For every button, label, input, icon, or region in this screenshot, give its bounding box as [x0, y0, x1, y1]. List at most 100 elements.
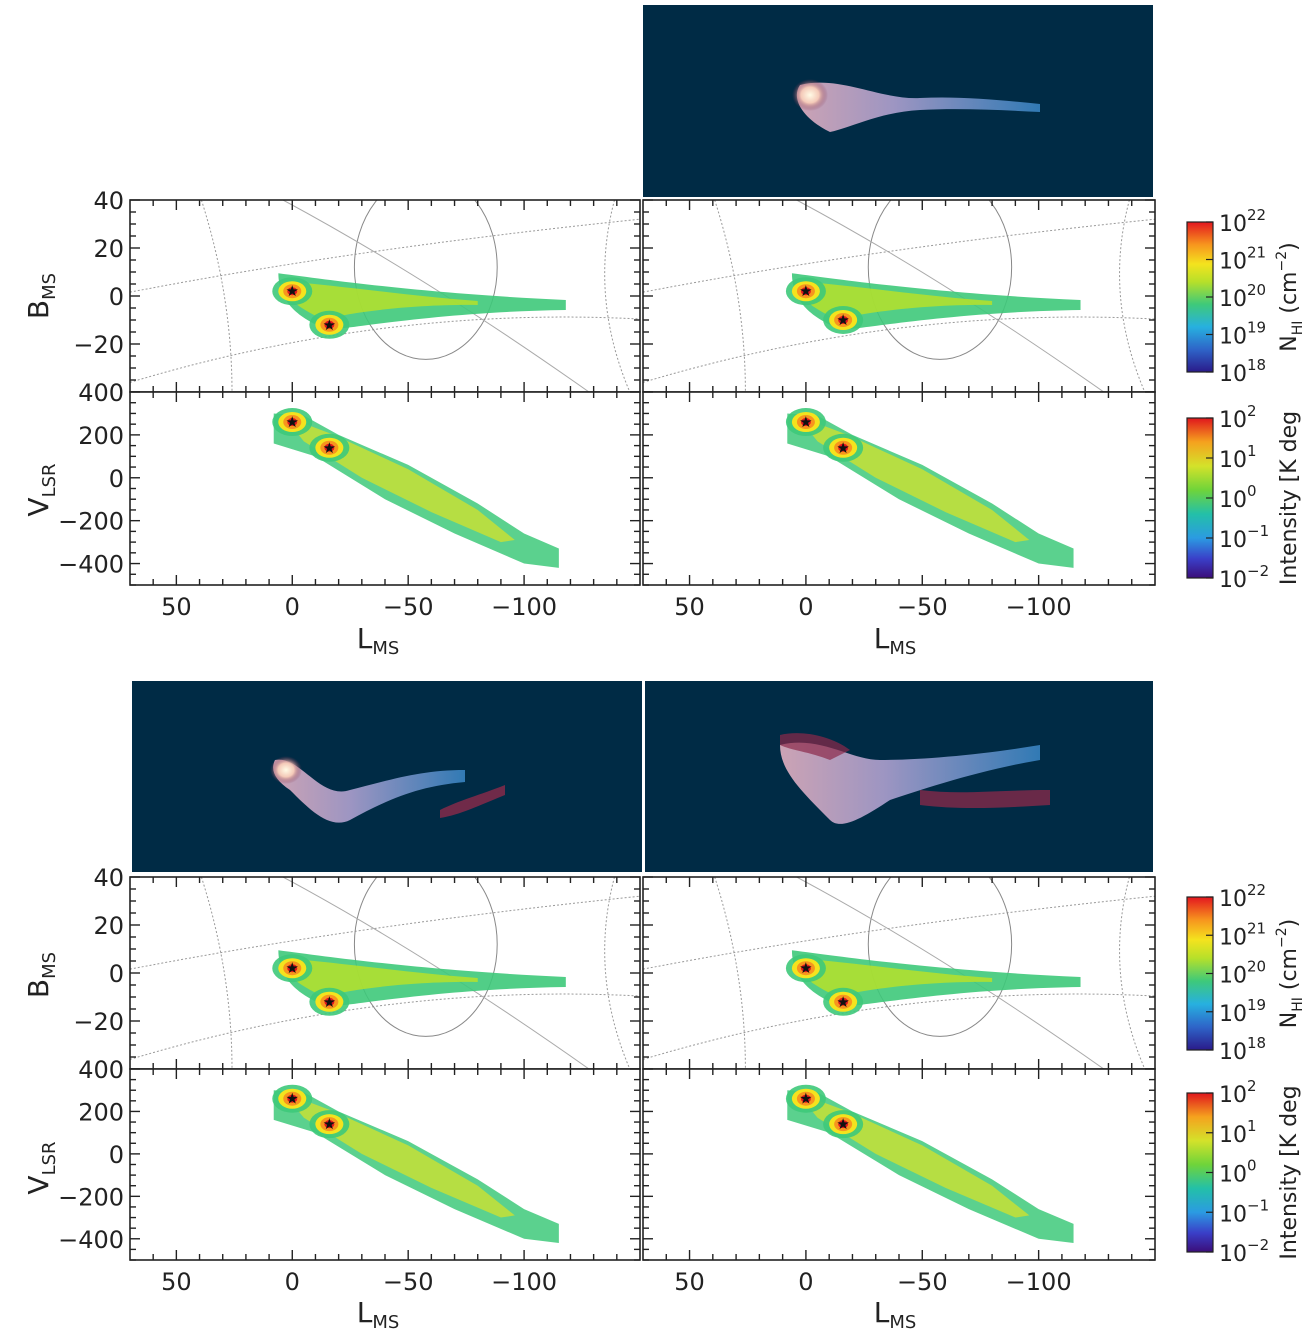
star-marker: ★	[836, 311, 849, 329]
tick-marks	[130, 1068, 640, 1261]
ylabel-v-top: VLSR	[22, 463, 60, 516]
panel-bms-heatmap: ★ ★ 40 20 0 −20	[73, 187, 641, 393]
svg-text:VLSR: VLSR	[22, 1141, 60, 1194]
colorbar-tick-label: 100	[1219, 1157, 1257, 1188]
star-marker: ★	[799, 282, 812, 300]
star-marker: ★	[799, 1090, 812, 1108]
colorbar-tick-label: 10−2	[1219, 562, 1269, 593]
coordinate-grid	[643, 200, 1155, 392]
sky-image-bottom-left	[132, 681, 642, 872]
emission-stream	[278, 273, 566, 330]
colorbar-tick-label: 1022	[1219, 206, 1266, 237]
panel-vlsr-heatmap: ★ ★ 50 0 −50 −100	[642, 1068, 1156, 1296]
star-marker: ★	[286, 282, 299, 300]
ytick-label: 0	[109, 960, 124, 988]
tick-marks	[643, 199, 1155, 393]
tick-marks	[643, 1068, 1155, 1261]
svg-text:BMS: BMS	[22, 273, 60, 319]
colorbar-tick-label: 10−1	[1219, 1196, 1269, 1227]
xtick-label: −100	[491, 593, 557, 621]
colorbar-tick-label: 1022	[1219, 881, 1266, 912]
colorbar-tick-label: 1020	[1219, 281, 1266, 312]
xtick-label: 50	[674, 1268, 705, 1296]
ytick-label: −400	[58, 551, 124, 579]
colorbar-intensity: 102 101 100 10−1 10−2 Intensity [K deg	[1186, 402, 1302, 593]
star-marker: ★	[799, 959, 812, 977]
ytick-label: 40	[93, 187, 124, 215]
ytick-label: 0	[109, 283, 124, 311]
xtick-label: 0	[285, 593, 300, 621]
xtick-label: −50	[383, 593, 434, 621]
ytick-label: −20	[73, 331, 124, 359]
ytick-label: 40	[93, 864, 124, 892]
xlabel-bottom-left: LMS	[357, 1296, 400, 1332]
star-marker: ★	[286, 959, 299, 977]
tick-marks	[130, 391, 640, 586]
ylabel-v-bottom: VLSR	[22, 1141, 60, 1194]
panel-vlsr-heatmap: ★ ★ 400 200 0 −200 −400 50 0 −50 −100	[58, 379, 641, 621]
ytick-label: 20	[93, 912, 124, 940]
xtick-label: −50	[897, 1268, 948, 1296]
colorbar-tick-label: 1019	[1219, 319, 1266, 350]
colorbar-tick-label: 102	[1219, 1077, 1257, 1108]
ylabel-b-bottom: BMS	[22, 952, 60, 998]
xlabel-top-right: LMS	[874, 622, 917, 659]
colorbar-tick-label: 10−2	[1219, 1236, 1269, 1267]
ytick-label: 400	[78, 379, 124, 407]
svg-text:VLSR: VLSR	[22, 463, 60, 516]
ytick-label: 200	[78, 422, 124, 450]
star-marker: ★	[799, 413, 812, 431]
colorbar-tick-label: 1020	[1219, 958, 1266, 989]
colorbar-tick-label: 100	[1219, 482, 1257, 513]
colorbar-tick-label: 1019	[1219, 996, 1266, 1027]
sky-divider	[642, 681, 645, 872]
coordinate-grid	[130, 877, 640, 1069]
ytick-label: 0	[109, 465, 124, 493]
colorbar-tick-label: 1021	[1219, 919, 1266, 950]
colorbar-nhi: 1022 1021 1020 1019 1018 NHI (cm−2)	[1186, 881, 1306, 1065]
panel-bms-heatmap: ★ ★ 40 20 0 −20	[73, 864, 641, 1070]
svg-text:BMS: BMS	[22, 952, 60, 998]
sky-image-top-right	[643, 5, 1153, 197]
star-marker: ★	[323, 1115, 336, 1133]
star-marker: ★	[836, 993, 849, 1011]
colorbar-label-intensity: Intensity [K deg	[1277, 1085, 1302, 1259]
star-marker: ★	[836, 439, 849, 457]
tick-marks	[643, 391, 1155, 586]
colorbar-tick-label: 10−1	[1219, 522, 1269, 553]
ytick-label: −400	[58, 1226, 124, 1254]
xtick-label: −50	[897, 593, 948, 621]
xtick-label: 0	[798, 593, 813, 621]
tick-marks	[643, 876, 1155, 1070]
colorbar-label-nhi: NHI (cm−2)	[1274, 919, 1306, 1028]
xtick-label: −100	[1006, 1268, 1072, 1296]
colorbar-tick-label: 1018	[1219, 356, 1266, 387]
ytick-label: −200	[58, 1183, 124, 1211]
xtick-label: −50	[383, 1268, 434, 1296]
xtick-label: 0	[285, 1268, 300, 1296]
colorbar-tick-label: 101	[1219, 442, 1257, 473]
sky-image-bottom-right	[645, 681, 1153, 872]
colorbar-tick-label: 1021	[1219, 244, 1266, 275]
xtick-label: 50	[674, 593, 705, 621]
ytick-label: 200	[78, 1098, 124, 1126]
emission-stream	[791, 950, 1081, 1007]
emission-stream	[278, 950, 566, 1007]
xtick-label: 0	[798, 1268, 813, 1296]
colorbar-nhi: 1022 1021 1020 1019 1018 NHI (cm−2)	[1186, 206, 1306, 387]
ytick-label: 0	[109, 1141, 124, 1169]
xlabel-bottom-right: LMS	[874, 1296, 917, 1332]
colorbar-label-intensity: Intensity [K deg	[1277, 411, 1302, 585]
colorbar-label-nhi: NHI (cm−2)	[1274, 242, 1306, 351]
star-marker: ★	[323, 439, 336, 457]
star-marker: ★	[836, 1115, 849, 1133]
panel-bms-heatmap: ★★	[642, 876, 1156, 1070]
colorbar-tick-label: 1018	[1219, 1034, 1266, 1065]
panel-vlsr-heatmap: ★ ★ 400 200 0 −200 −400 50 0 −50 −100	[58, 1056, 641, 1296]
ytick-label: 400	[78, 1056, 124, 1084]
panel-vlsr-heatmap: ★ ★ 50 0 −50 −100	[642, 391, 1156, 621]
ytick-label: −200	[58, 508, 124, 536]
panel-bms-heatmap: ★★	[642, 199, 1156, 393]
star-marker: ★	[323, 316, 336, 334]
